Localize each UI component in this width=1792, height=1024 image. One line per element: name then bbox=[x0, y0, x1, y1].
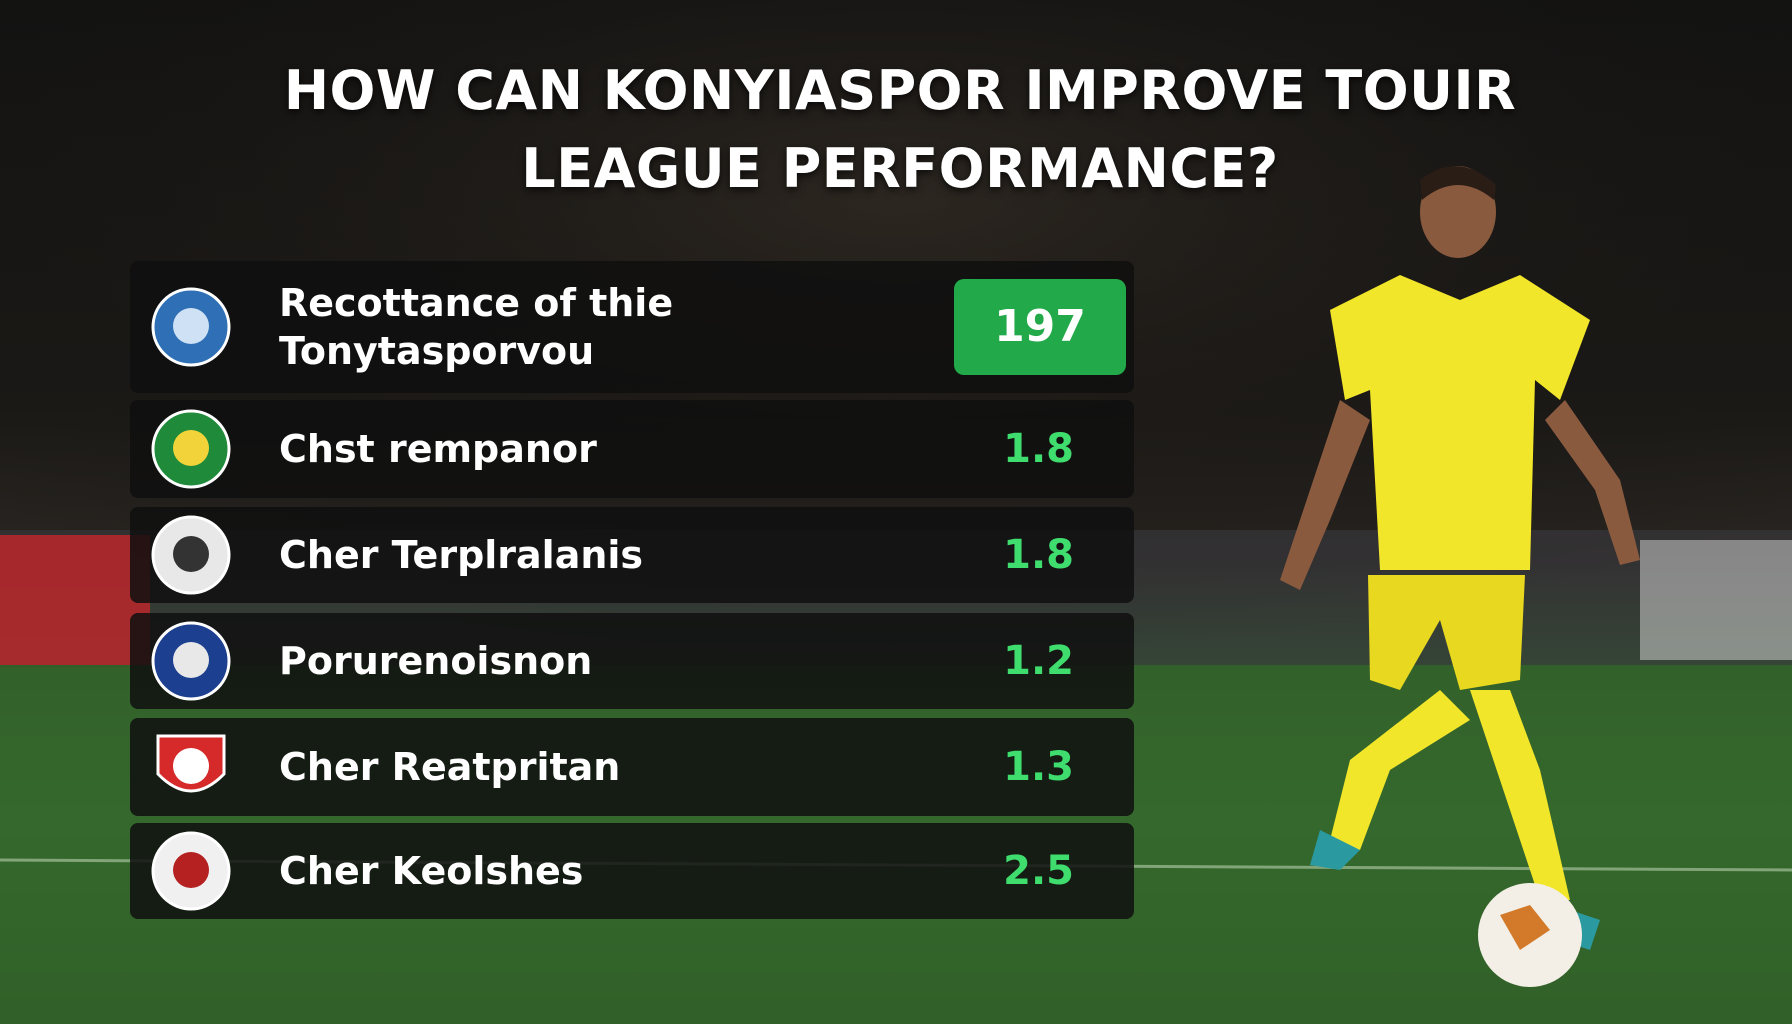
row-value: 1.8 bbox=[1003, 532, 1074, 578]
player bbox=[1280, 166, 1640, 987]
row-icon bbox=[151, 831, 231, 911]
row-label: Cher Keolshes bbox=[279, 849, 584, 893]
badge-inner bbox=[173, 748, 209, 784]
row-icon bbox=[151, 409, 231, 489]
list-row: Recottance of thie Tonytasporvou 197 bbox=[130, 261, 1134, 393]
row-icon bbox=[151, 515, 231, 595]
list-row: Chst rempanor 1.8 bbox=[130, 400, 1134, 498]
row-value: 1.2 bbox=[1003, 638, 1074, 684]
row-label: Cher Terplralanis bbox=[279, 533, 644, 577]
row-icon bbox=[151, 621, 231, 701]
row-icon bbox=[151, 287, 231, 367]
row-label: Porurenoisnon bbox=[279, 639, 593, 683]
row-value: 1.8 bbox=[1003, 426, 1074, 472]
badge-inner bbox=[173, 852, 209, 888]
row-value: 197 bbox=[954, 279, 1126, 375]
row-icon bbox=[156, 734, 226, 793]
badge-inner bbox=[173, 308, 209, 344]
list-row: Cher Reatpritan 1.3 bbox=[130, 718, 1134, 816]
row-value: 2.5 bbox=[1003, 848, 1074, 894]
title: HOW CAN KONYIASPOR IMPROVE TOUIR LEAGUE … bbox=[283, 59, 1517, 200]
row-label: Chst rempanor bbox=[279, 427, 597, 471]
row-label: Recottance of thie Tonytasporvou bbox=[279, 281, 674, 373]
row-label: Cher Reatpritan bbox=[279, 745, 621, 789]
badge-inner bbox=[173, 642, 209, 678]
badge-inner bbox=[173, 536, 209, 572]
badge-inner bbox=[173, 430, 209, 466]
row-value: 1.3 bbox=[1003, 744, 1074, 790]
list-row: Cher Terplralanis 1.8 bbox=[130, 507, 1134, 603]
list-row: Cher Keolshes 2.5 bbox=[130, 823, 1134, 919]
list-row: Porurenoisnon 1.2 bbox=[130, 613, 1134, 709]
